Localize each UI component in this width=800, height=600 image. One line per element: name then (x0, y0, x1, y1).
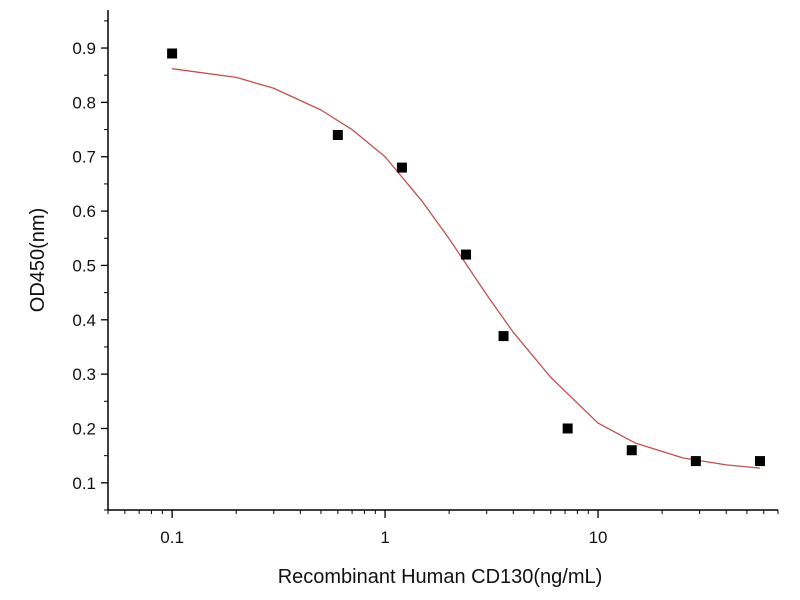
data-point (332, 130, 343, 140)
y-tick-label: 0.3 (72, 365, 96, 384)
y-tick-label: 0.5 (72, 256, 96, 275)
x-tick-label: 0.1 (160, 528, 184, 547)
y-tick-label: 0.9 (72, 39, 96, 58)
x-axis-label: Recombinant Human CD130(ng/mL) (278, 566, 603, 588)
y-tick-label: 0.6 (72, 202, 96, 221)
y-axis-label: OD450(nm) (27, 208, 49, 312)
axes: 0.1 0.2 0.3 0.4 0.5 0.6 0.7 0.8 0.9 0.1 1 10 (72, 10, 779, 547)
x-tick-label: 10 (589, 528, 608, 547)
y-tick-label: 0.1 (72, 474, 96, 493)
data-point (498, 331, 509, 342)
y-tick-label: 0.4 (72, 311, 96, 330)
data-point (461, 249, 472, 260)
data-point (754, 456, 765, 467)
data-point (396, 162, 407, 173)
fit-curve (172, 68, 761, 469)
data-point (562, 423, 573, 434)
data-point (167, 48, 178, 59)
x-tick-label: 1 (380, 528, 389, 547)
data-point (690, 456, 701, 467)
y-tick-label: 0.8 (72, 93, 96, 112)
plot-area (167, 48, 765, 469)
y-tick-label: 0.7 (72, 148, 96, 167)
data-point (626, 445, 637, 456)
y-tick-label: 0.2 (72, 419, 96, 438)
